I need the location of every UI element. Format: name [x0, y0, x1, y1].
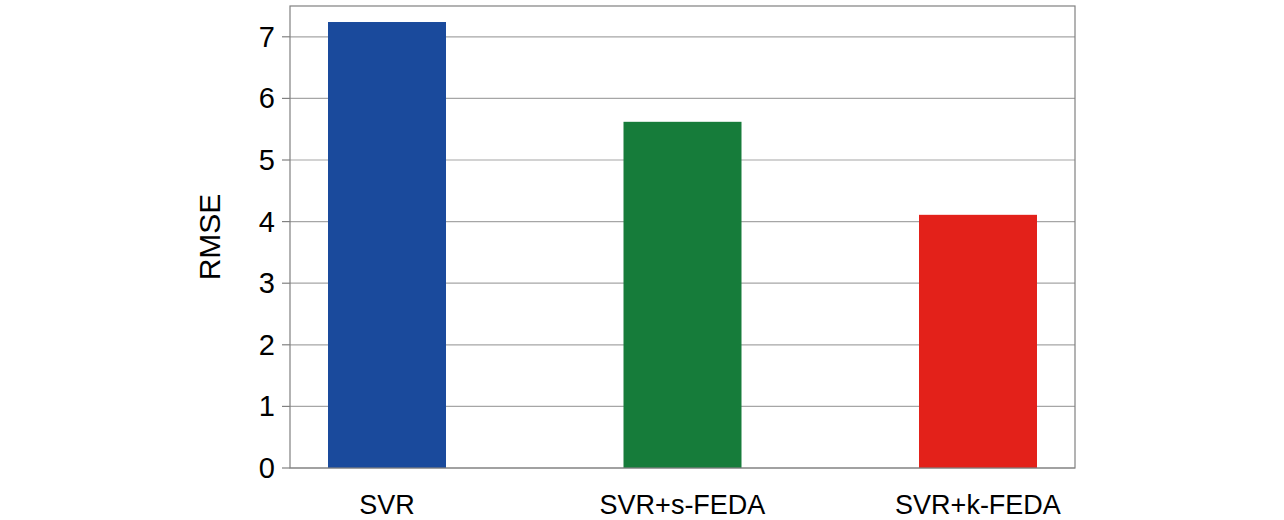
category-label: SVR+k-FEDA [895, 490, 1061, 520]
bar [328, 22, 446, 468]
tick-label: 5 [259, 144, 275, 176]
y-axis-label: RMSE [193, 194, 226, 281]
tick-mark [282, 283, 290, 284]
category-label: SVR [359, 490, 415, 520]
tick-label: 2 [259, 329, 275, 361]
tick-mark [282, 344, 290, 345]
chart-svg: 0 1 2 3 4 5 6 7 SVR SVR+s-FEDA SVR+k-FEDA RMSE [0, 0, 1284, 520]
bars [328, 22, 1037, 468]
tick-mark [282, 221, 290, 222]
tick-mark [282, 98, 290, 99]
plot-frame [290, 6, 1075, 468]
bar [919, 215, 1037, 468]
chart-container: 0 1 2 3 4 5 6 7 SVR SVR+s-FEDA SVR+k-FEDA RMSE [0, 0, 1284, 520]
tick-label: 6 [259, 82, 275, 114]
tick-label: 0 [259, 452, 275, 484]
category-label: SVR+s-FEDA [600, 490, 766, 520]
tick-label: 4 [259, 206, 275, 238]
tick-mark [282, 467, 290, 468]
tick-mark [282, 36, 290, 37]
bar [624, 122, 742, 468]
tick-label: 1 [259, 390, 275, 422]
tick-label: 3 [259, 267, 275, 299]
tick-label: 7 [259, 21, 275, 53]
tick-mark [282, 406, 290, 407]
tick-mark [282, 159, 290, 160]
